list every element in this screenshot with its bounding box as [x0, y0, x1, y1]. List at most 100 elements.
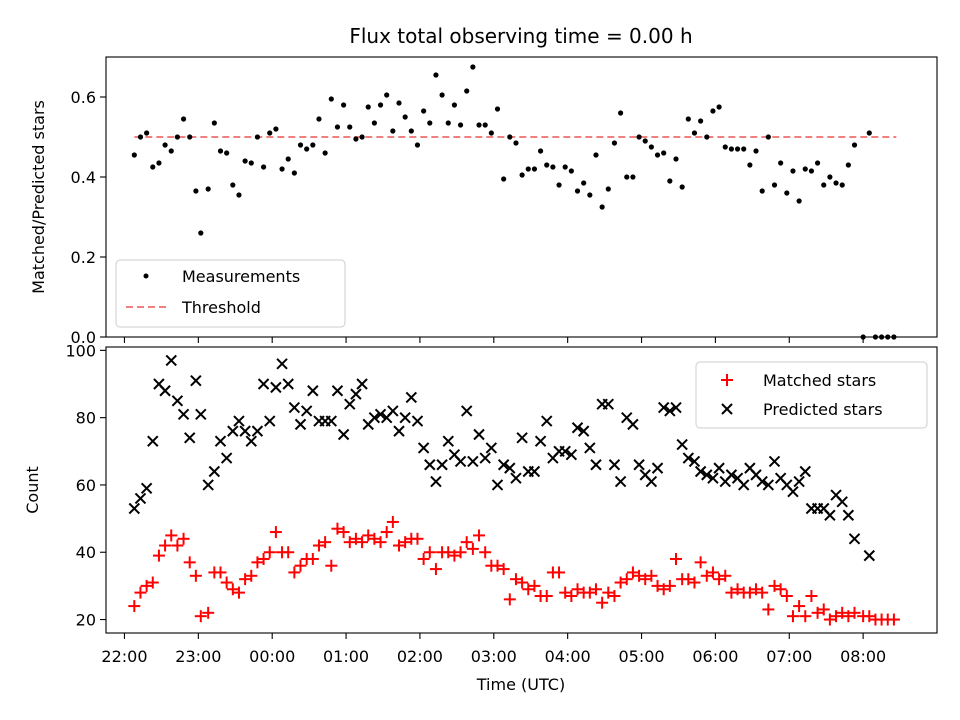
- measurement-point: [845, 162, 851, 168]
- matched-point: [239, 573, 252, 586]
- matched-point: [887, 613, 900, 626]
- measurement-point: [673, 156, 679, 162]
- predicted-point: [479, 452, 491, 464]
- predicted-point: [627, 418, 639, 431]
- matched-point: [429, 563, 442, 576]
- matched-point: [503, 593, 516, 606]
- predicted-point: [577, 425, 590, 437]
- matched-point: [774, 583, 787, 596]
- matched-point: [356, 536, 369, 549]
- predicted-point: [233, 415, 245, 427]
- measurement-point: [519, 172, 525, 178]
- legend-matched-label: Matched stars: [763, 371, 876, 390]
- predicted-point: [195, 408, 207, 421]
- predicted-point: [768, 455, 781, 468]
- measurement-point: [291, 170, 297, 176]
- matched-point: [608, 589, 621, 602]
- measurement-point: [593, 152, 599, 158]
- x-tick-label: 00:00: [249, 647, 295, 666]
- legend-predicted-label: Predicted stars: [763, 400, 883, 419]
- matched-point: [830, 610, 843, 623]
- matched-point: [423, 546, 436, 559]
- measurement-point: [427, 120, 433, 126]
- matched-point: [399, 536, 412, 549]
- matched-point: [134, 586, 147, 599]
- predicted-point: [657, 401, 670, 414]
- predicted-point: [245, 435, 257, 447]
- predicted-point: [294, 418, 307, 431]
- measurement-point: [476, 122, 482, 128]
- measurement-point: [451, 102, 458, 108]
- measurement-point: [507, 134, 513, 140]
- measurement-point: [211, 120, 217, 126]
- predicted-point: [571, 422, 584, 434]
- measurement-point: [716, 104, 722, 110]
- predicted-point: [541, 415, 553, 427]
- x-tick-label: 22:00: [101, 647, 147, 666]
- x-tick-label: 06:00: [692, 647, 738, 666]
- matched-point: [811, 606, 824, 619]
- measurement-point: [821, 182, 827, 188]
- predicted-point: [202, 479, 214, 491]
- measurement-point: [421, 108, 427, 114]
- predicted-point: [651, 462, 664, 474]
- bottom-y-tick-label: 40: [76, 543, 96, 562]
- measurement-point: [568, 168, 574, 174]
- predicted-point: [756, 475, 768, 488]
- matched-point: [263, 546, 276, 559]
- top-y-tick-label: 0.6: [71, 88, 96, 107]
- bottom-panel: 20 40 60 80 100 22:00 23:00 00:00 01:00 02:00 03:…: [23, 341, 938, 694]
- predicted-point: [565, 448, 578, 461]
- matched-point: [183, 556, 196, 569]
- matched-point: [620, 573, 633, 586]
- matched-point: [411, 532, 424, 545]
- top-legend-box: [115, 259, 346, 328]
- predicted-point: [424, 459, 436, 471]
- predicted-point: [608, 459, 621, 471]
- matched-point: [639, 573, 652, 586]
- matched-point: [799, 610, 812, 623]
- measurement-point: [131, 152, 137, 158]
- matched-point: [768, 579, 781, 592]
- predicted-point: [504, 462, 516, 474]
- matched-point: [374, 536, 387, 549]
- matched-point: [688, 576, 701, 589]
- measurement-point: [648, 144, 654, 150]
- predicted-point: [331, 385, 344, 397]
- measurement-point: [310, 142, 316, 148]
- predicted-point: [220, 452, 233, 464]
- measurement-point: [827, 174, 833, 180]
- measurement-point: [371, 120, 377, 126]
- measurement-point: [304, 146, 310, 152]
- legend-measurements-label: Measurements: [182, 267, 300, 286]
- measurement-point: [833, 180, 839, 186]
- matched-point: [257, 552, 270, 565]
- predicted-point: [337, 428, 350, 441]
- measurement-point: [457, 122, 464, 128]
- matched-point: [473, 529, 486, 542]
- x-tick-label: 07:00: [766, 647, 812, 666]
- measurement-point: [611, 140, 618, 146]
- predicted-point: [787, 485, 799, 498]
- measurement-point: [334, 124, 341, 130]
- measurement-point: [248, 160, 254, 166]
- bottom-y-tick-label: 60: [76, 476, 96, 495]
- matched-point: [682, 573, 695, 586]
- matched-point: [565, 589, 578, 602]
- matched-point: [386, 515, 399, 528]
- top-y-tick-label: 0.0: [71, 328, 96, 347]
- predicted-point: [356, 378, 368, 390]
- measurement-point: [267, 130, 273, 136]
- predicted-point: [707, 472, 719, 484]
- legend-measurements-marker: [143, 273, 149, 279]
- measurement-point: [193, 188, 199, 194]
- measurement-point: [353, 136, 359, 142]
- bottom-y-tick-label: 100: [65, 341, 96, 360]
- predicted-point: [467, 455, 479, 468]
- measurement-point: [698, 118, 704, 124]
- measurement-point: [642, 138, 648, 144]
- top-y-ticks: 0.0 0.2 0.4 0.6: [71, 88, 106, 347]
- measurement-point: [704, 134, 710, 140]
- measurement-point: [790, 168, 796, 174]
- measurement-point: [230, 182, 236, 188]
